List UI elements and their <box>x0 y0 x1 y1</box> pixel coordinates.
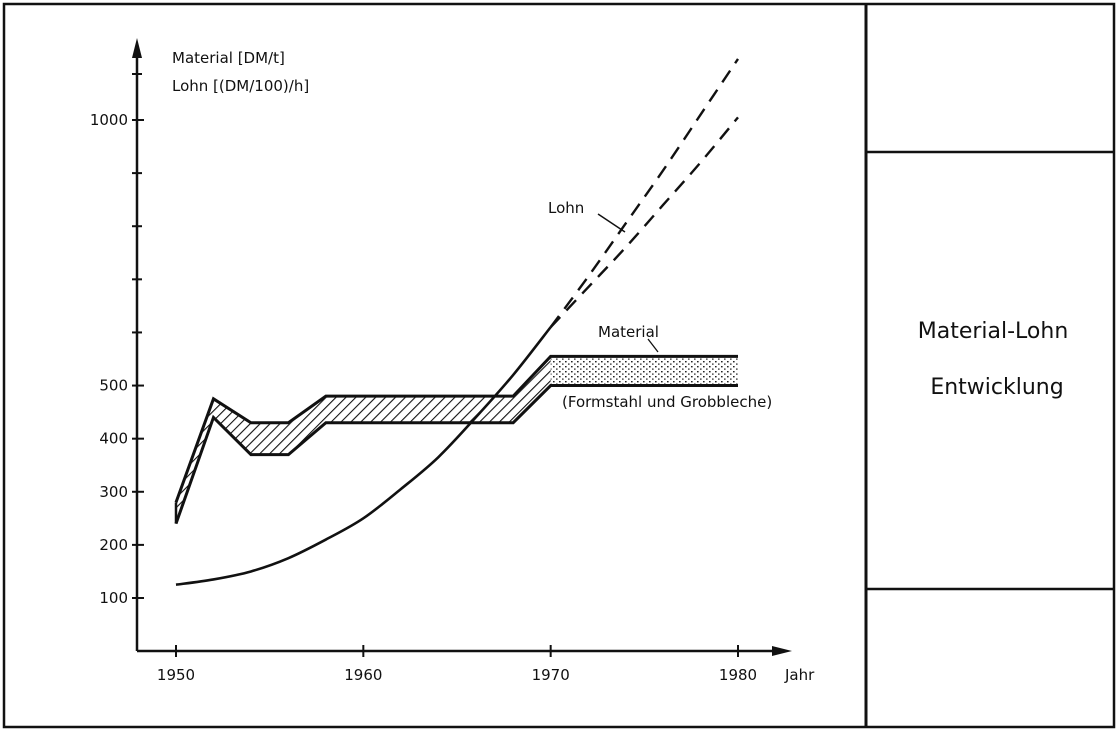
material-lower-line <box>174 384 738 525</box>
annotation-lohn-leader <box>597 213 626 233</box>
x-tick-label: 1950 <box>157 666 195 684</box>
annotation-material: Material <box>598 323 659 341</box>
panel-title-line1: Material-Lohn <box>918 319 1069 344</box>
material-upper-line <box>174 354 738 503</box>
y-tick-label: 200 <box>99 536 128 554</box>
annotation-lohn: Lohn <box>548 199 584 217</box>
x-axis-label: Jahr <box>784 666 815 684</box>
y-axis-arrow <box>132 38 142 58</box>
y-axis-label-line2: Lohn [(DM/100)/h] <box>172 77 309 95</box>
plot-area <box>174 58 739 587</box>
axes: Jahr 100 200 300 400 500 1000 1950 1960 1970 1980 <box>90 38 815 684</box>
lohn-projection-lower <box>549 116 739 328</box>
x-tick-label: 1960 <box>344 666 382 684</box>
y-tick-label: 400 <box>99 430 128 448</box>
annotation-formstahl: (Formstahl und Grobbleche) <box>562 393 772 411</box>
annotation-material-leader <box>647 338 659 353</box>
y-tick-label: 1000 <box>90 111 128 129</box>
x-tick-label: 1980 <box>719 666 757 684</box>
y-axis-label-line1: Material [DM/t] <box>172 49 285 67</box>
lohn-projection-upper <box>549 58 739 328</box>
x-tick-label: 1970 <box>532 666 570 684</box>
material-band-dotted <box>550 356 738 386</box>
x-axis-arrow <box>772 646 792 656</box>
panel-title-line2: Entwicklung <box>930 375 1063 400</box>
y-tick-label: 500 <box>99 377 128 395</box>
y-tick-label: 300 <box>99 483 128 501</box>
y-tick-label: 100 <box>99 589 128 607</box>
material-band-hatched <box>176 356 551 524</box>
lohn-line <box>175 326 552 587</box>
